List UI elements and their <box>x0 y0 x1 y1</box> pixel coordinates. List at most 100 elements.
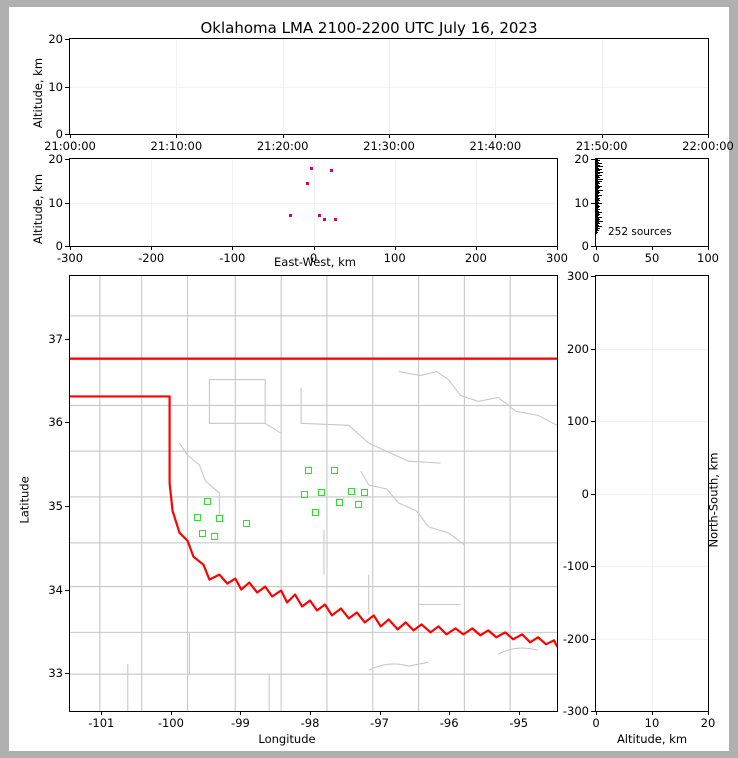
lma-station-marker <box>204 497 212 505</box>
histogram-bar <box>596 211 602 213</box>
tick-label-y: 200 <box>567 341 589 356</box>
plot-area-altitude-histogram <box>596 159 708 246</box>
histogram-bar <box>596 210 600 212</box>
source-point <box>329 168 333 172</box>
histogram-bar <box>596 230 598 232</box>
panel-plan-view-map[interactable] <box>69 275 558 712</box>
lma-station-marker <box>242 520 250 528</box>
histogram-bar <box>596 173 601 175</box>
histogram-bar <box>596 160 601 162</box>
tick-label-y: 36 <box>48 415 63 430</box>
histogram-bar <box>596 224 600 226</box>
histogram-bar <box>596 165 600 167</box>
tick-label-x: -100 <box>157 716 184 730</box>
panel-altitude-histogram[interactable]: 252 sources <box>595 158 709 247</box>
tick-label-x: -95 <box>509 716 529 730</box>
histogram-bar <box>596 161 599 163</box>
histogram-bar <box>596 225 602 227</box>
histogram-bar <box>596 189 603 191</box>
axis-label-east-west-x: East-West, km <box>274 255 356 269</box>
histogram-bar <box>596 170 599 172</box>
tick-label-y: 35 <box>48 499 63 514</box>
histogram-bar <box>596 178 603 180</box>
histogram-bar <box>596 231 599 233</box>
tick-label-x: 0 <box>592 251 600 265</box>
plot-area-map <box>70 276 557 711</box>
tick-label-x: 0 <box>592 716 600 730</box>
histogram-bar <box>596 204 600 206</box>
histogram-bar <box>596 166 603 168</box>
histogram-bar <box>596 159 599 161</box>
histogram-bar <box>596 169 602 170</box>
histogram-bar <box>596 177 599 179</box>
histogram-bar <box>596 162 600 164</box>
tick-label-x: 200 <box>464 251 487 265</box>
page-title: Oklahoma LMA 2100-2200 UTC July 16, 2023 <box>200 19 538 37</box>
histogram-bar <box>596 198 599 200</box>
histogram-bar <box>596 197 601 199</box>
histogram-bar <box>596 212 600 214</box>
tick-label-y: 0 <box>581 486 589 501</box>
histogram-bar <box>596 222 601 224</box>
panel-time-height[interactable] <box>69 38 709 135</box>
lma-station-marker <box>330 467 338 475</box>
histogram-bar <box>596 222 600 224</box>
histogram-bar <box>596 180 599 182</box>
histogram-bar <box>596 175 602 177</box>
tick-label-x: -100 <box>219 251 246 265</box>
histogram-bar <box>596 195 602 197</box>
tick-label-y: 10 <box>48 195 63 210</box>
histogram-bar <box>596 183 599 185</box>
histogram-bar <box>596 221 603 223</box>
histogram-bar <box>596 181 602 183</box>
histogram-bar <box>596 228 601 230</box>
tick-label-y: -200 <box>562 631 589 646</box>
histogram-bar <box>596 175 600 177</box>
panel-east-west-height[interactable] <box>69 158 558 247</box>
lma-station-marker <box>318 489 326 497</box>
tick-label-x: 21:40:00 <box>469 139 522 153</box>
histogram-bar <box>596 163 599 165</box>
tick-label-x: 22:00:00 <box>682 139 734 153</box>
histogram-bar <box>596 167 599 169</box>
tick-label-x: 21:30:00 <box>363 139 415 153</box>
axis-label-north-south-y: North-South, km <box>706 452 721 548</box>
histogram-bar <box>596 186 599 188</box>
lma-station-marker <box>198 530 206 538</box>
tick-label-x: 100 <box>697 251 719 265</box>
state-border-oklahoma <box>70 357 557 648</box>
histogram-bar <box>596 229 599 231</box>
tick-label-y: 0 <box>55 239 63 253</box>
histogram-bar <box>596 213 599 215</box>
tick-label-y: 20 <box>574 152 589 166</box>
histogram-bar <box>596 227 599 229</box>
source-point <box>289 214 293 218</box>
histogram-bar <box>596 214 601 216</box>
tick-label-y: 300 <box>567 269 589 283</box>
tick-label-x: -97 <box>370 716 389 730</box>
tick-label-y: 37 <box>48 331 63 346</box>
figure-canvas: Oklahoma LMA 2100-2200 UTC July 16, 2023… <box>9 7 734 751</box>
histogram-bar <box>596 182 601 184</box>
tick-label-y: -100 <box>562 559 589 573</box>
panel-north-south-height[interactable] <box>595 275 709 712</box>
histogram-bar <box>596 182 600 184</box>
histogram-bar <box>596 223 599 225</box>
lma-station-marker <box>335 499 343 507</box>
tick-label-x: 21:10:00 <box>150 139 203 153</box>
tick-label-x: 21:20:00 <box>256 139 309 153</box>
histogram-bar <box>596 232 598 234</box>
histogram-bar <box>596 194 599 196</box>
histogram-bar <box>596 187 601 189</box>
tick-label-y: 10 <box>574 195 589 210</box>
lma-station-marker <box>355 500 363 508</box>
histogram-bar <box>596 217 600 219</box>
histogram-bar <box>596 209 599 211</box>
tick-label-y: 20 <box>48 32 63 46</box>
histogram-bar <box>596 215 600 217</box>
plot-area-north-south-height <box>596 276 708 711</box>
histogram-bar <box>596 184 600 186</box>
tick-label-x: 20 <box>700 716 716 730</box>
histogram-bar <box>596 171 603 173</box>
